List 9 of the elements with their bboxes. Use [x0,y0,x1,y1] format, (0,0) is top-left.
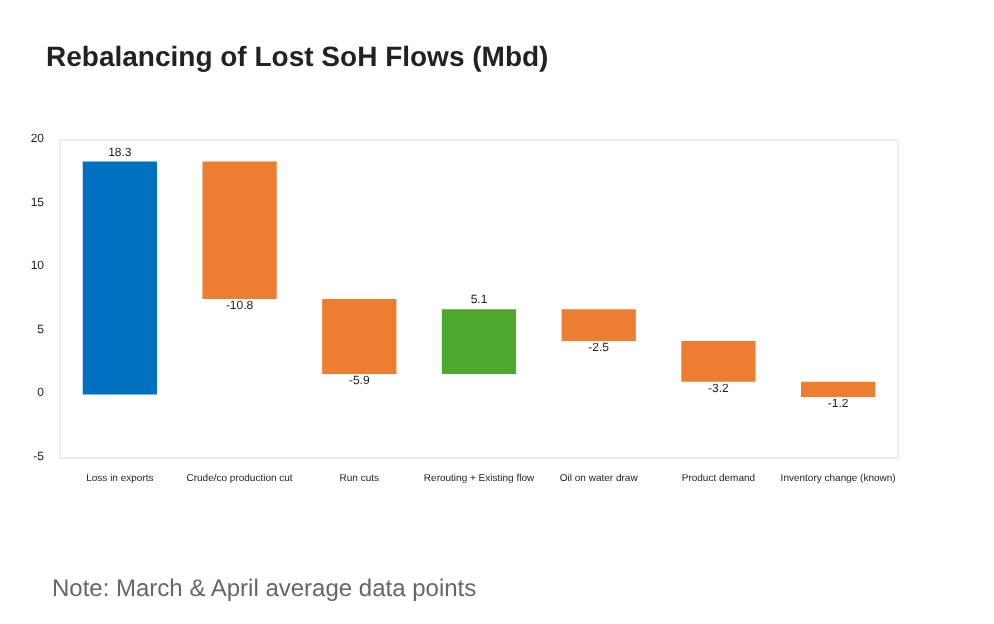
chart-title: Rebalancing of Lost SoH Flows (Mbd) [46,40,549,72]
text: Note: March & April average data points [52,574,477,602]
bar [202,161,277,299]
bar [681,340,756,382]
bar [561,309,636,341]
bar [82,161,157,395]
bar [801,381,876,397]
bar [441,309,517,375]
bar [322,299,397,375]
